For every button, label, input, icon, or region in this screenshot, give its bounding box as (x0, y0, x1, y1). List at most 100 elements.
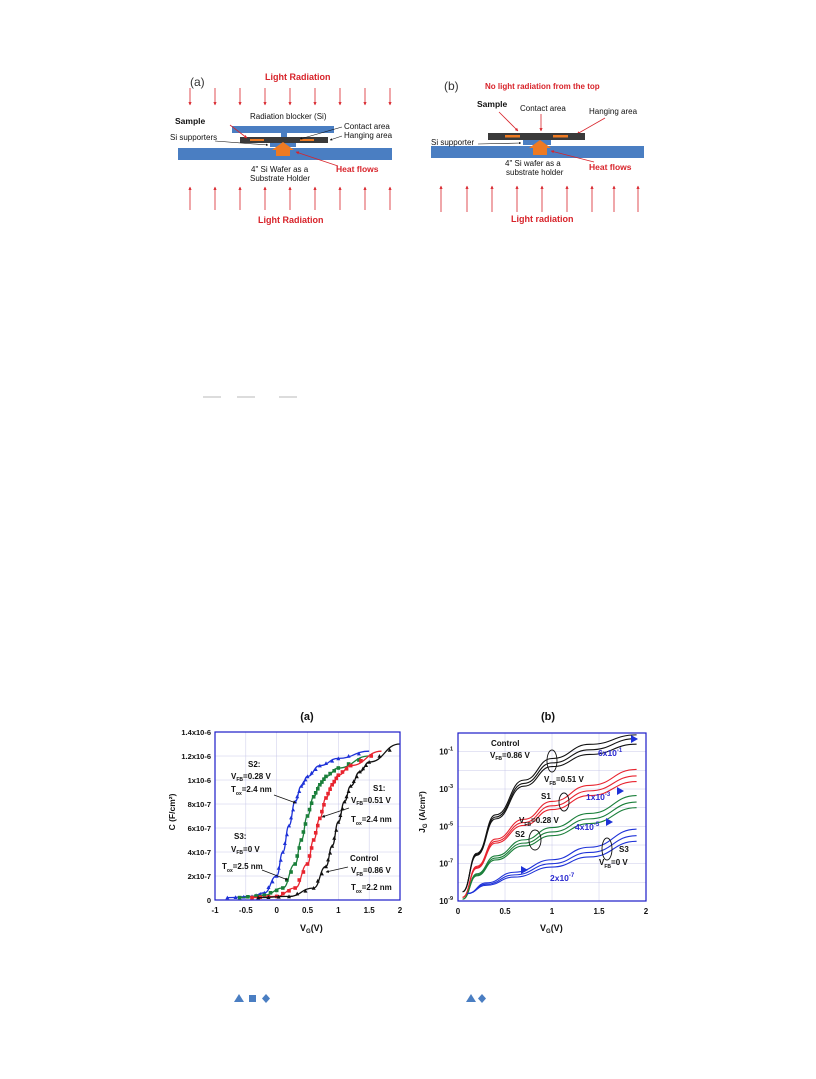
marker-s3 (297, 846, 302, 850)
contact-pad-right-1b (553, 135, 568, 138)
bottom-symbols (234, 994, 486, 1003)
marker-s2 (291, 807, 296, 812)
marker-s2 (330, 758, 335, 763)
contact-pad-left-1a (250, 139, 264, 141)
marker-s1 (315, 823, 320, 828)
series-2a (225, 743, 401, 900)
wafer-label-line2-1b: substrate holder (506, 168, 564, 177)
svg-text:VFB=0.51 V: VFB=0.51 V (544, 775, 584, 787)
chart-title-2a: (a) (300, 711, 314, 723)
marker-s1 (330, 783, 334, 787)
marker-control (311, 886, 316, 890)
marker-control (346, 789, 351, 793)
triangle-icon (466, 994, 476, 1002)
marker-s1 (305, 862, 310, 866)
blocker-label: Radiation blocker (Si) (250, 112, 327, 121)
marker-s3 (293, 862, 297, 866)
marker-s1 (250, 895, 254, 900)
marker-s3 (346, 762, 351, 766)
marker-s3 (322, 777, 326, 781)
svg-text:VFB=0.51 V: VFB=0.51 V (351, 796, 391, 807)
marker-control (276, 894, 281, 899)
marker-s2 (356, 751, 361, 756)
marker-s1 (334, 776, 339, 781)
control-ellipse (546, 749, 558, 773)
sample-body-1a (240, 137, 328, 143)
value-2e-7: 2x10-7 (550, 873, 575, 883)
panel-label-1b: (b) (444, 79, 459, 93)
x-tick-label: 0.5 (302, 906, 314, 915)
marker-s2 (303, 777, 308, 782)
marker-control (266, 895, 271, 899)
series-line-s2 (462, 807, 637, 900)
annotation-control-2a: Control VFB=0.86 V Tox=2.2 nm (350, 854, 392, 895)
svg-text:S3: S3 (619, 845, 629, 854)
marker-control (367, 760, 372, 764)
marker-s3 (289, 870, 293, 874)
svg-text:S2:: S2: (248, 760, 260, 769)
marker-s2 (280, 850, 285, 854)
x-label-sub-2a: G (306, 929, 311, 935)
marker-control (330, 844, 335, 848)
marker-control (303, 888, 308, 893)
light-bottom-label-1b: Light radiation (511, 214, 574, 224)
x-tick-label: 0 (456, 907, 461, 916)
marker-control (357, 769, 362, 774)
s3-ellipse (601, 837, 613, 861)
marker-s2 (276, 866, 281, 870)
y-tick-label: 10-3 (439, 784, 453, 794)
marker-s3 (315, 787, 320, 791)
diamond-icon (478, 994, 486, 1003)
x-tick-label: 1.5 (364, 906, 376, 915)
marker-s1 (293, 886, 297, 890)
marker-s3 (328, 771, 332, 776)
svg-text:S1:: S1: (373, 784, 385, 793)
light-top-label-1a: Light Radiation (265, 72, 331, 82)
x-tick-label: 1 (550, 907, 555, 916)
series-line-s3 (467, 835, 637, 895)
marker-s1 (348, 763, 353, 768)
marker-control (256, 895, 261, 900)
y-label-sub-2b: G (423, 823, 429, 828)
svg-text:S2: S2 (515, 830, 525, 839)
heat-arrow-1b (529, 140, 551, 155)
marker-s3 (254, 894, 258, 898)
marker-s2 (336, 756, 341, 761)
plot-frame-2a (214, 731, 401, 901)
marker-s1 (340, 770, 345, 774)
marker-tri-2e-7 (521, 866, 528, 874)
marker-s1 (287, 889, 291, 893)
svg-text:VFB=0.86 V: VFB=0.86 V (490, 751, 530, 762)
marker-s2 (225, 895, 230, 900)
contact-label-1a: Contact area (344, 122, 390, 131)
marker-control (334, 828, 339, 832)
annotation-s2-2b: VFB=0.28 V S2 (515, 816, 559, 839)
x-tick-label: 1.5 (593, 907, 605, 916)
marker-s2 (289, 815, 294, 820)
gridlines-2b (458, 733, 646, 901)
figure-1b: (b) No light radiation from the top Samp… (431, 79, 644, 224)
marker-s1 (307, 854, 312, 858)
series-line-control (462, 734, 637, 893)
hanging-label-1a: Hanging area (344, 131, 393, 140)
light-bottom-label-1a: Light Radiation (258, 215, 324, 225)
contact-label-1b: Contact area (520, 104, 566, 113)
marker-s3 (246, 895, 250, 899)
marker-control (342, 799, 347, 804)
x-label-sub-2b: G (546, 929, 551, 935)
marker-control (361, 766, 365, 771)
svg-text:Control: Control (491, 739, 519, 748)
marker-tri-1e-3 (617, 787, 624, 795)
hanging-label-1b: Hanging area (589, 107, 638, 116)
series-line-s2 (462, 801, 637, 900)
radiation-blocker (232, 126, 334, 133)
marker-s3 (311, 795, 316, 799)
annotation-s1-2b: VFB=0.51 V S1 (541, 775, 584, 801)
y-label-main-2b: J (417, 828, 427, 833)
x-tick-labels-2a: -1 -0.5 0 0.5 1 1.5 2 (211, 906, 402, 915)
x-tick-labels-2b: 0 0.5 1 1.5 2 (456, 907, 649, 916)
marker-s3 (305, 814, 310, 818)
marker-control (326, 857, 331, 862)
marker-s1 (297, 878, 302, 882)
